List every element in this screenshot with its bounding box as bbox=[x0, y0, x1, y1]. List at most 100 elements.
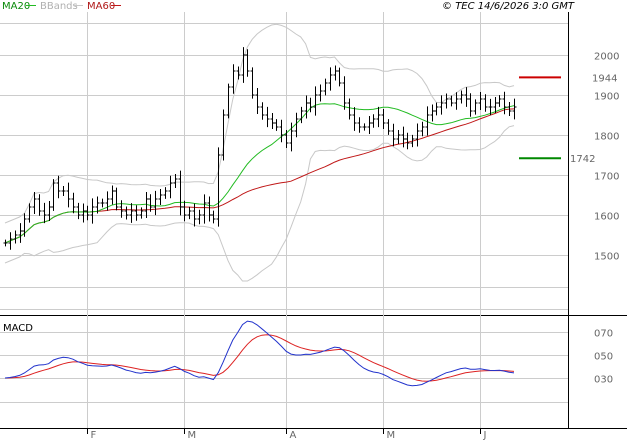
price-bar bbox=[454, 92, 459, 110]
price-bar bbox=[371, 114, 376, 128]
price-bar bbox=[367, 116, 372, 134]
price-bar bbox=[274, 119, 279, 131]
price-bar bbox=[464, 87, 469, 107]
price-bar bbox=[85, 205, 90, 221]
price-bars bbox=[3, 47, 517, 250]
price-bar bbox=[245, 49, 250, 77]
price-bar bbox=[430, 104, 435, 122]
price-bar bbox=[124, 206, 129, 220]
macd-tick-30: 030 bbox=[594, 375, 613, 386]
moving-averages bbox=[4, 103, 515, 244]
price-bar bbox=[95, 196, 100, 214]
macd-lines bbox=[4, 320, 515, 387]
month-gridlines bbox=[87, 12, 481, 428]
x-label-M: M bbox=[387, 430, 396, 440]
x-label-J: J bbox=[483, 430, 487, 440]
price-bar bbox=[478, 92, 483, 110]
price-bar bbox=[81, 203, 86, 223]
price-bar bbox=[158, 189, 163, 205]
macd-tick-50: 050 bbox=[594, 352, 613, 363]
bollinger-lower-line bbox=[4, 125, 515, 282]
price-bar bbox=[468, 93, 473, 117]
price-bar bbox=[153, 190, 158, 216]
price-bar bbox=[313, 86, 318, 116]
price-bar bbox=[202, 194, 207, 224]
price-bar bbox=[459, 90, 464, 104]
price-bar bbox=[391, 123, 396, 147]
price-bar bbox=[197, 209, 202, 225]
price-bar bbox=[250, 67, 255, 99]
legend-ma20: MA20 bbox=[2, 1, 30, 12]
price-bar bbox=[323, 78, 328, 96]
price-bar bbox=[13, 230, 18, 244]
price-bar bbox=[139, 207, 144, 219]
price-bar bbox=[401, 126, 406, 148]
price-bar bbox=[192, 203, 197, 227]
price-bar bbox=[18, 223, 23, 243]
price-bar bbox=[216, 147, 221, 227]
price-bar bbox=[483, 94, 488, 112]
macd-gridlines bbox=[0, 309, 568, 403]
price-bar bbox=[255, 88, 260, 114]
price-bar bbox=[76, 202, 81, 220]
y-tick-1800: 1800 bbox=[594, 132, 619, 143]
price-bar bbox=[420, 121, 425, 137]
price-bar bbox=[27, 203, 32, 223]
x-label-A: A bbox=[290, 430, 297, 440]
price-bar bbox=[22, 213, 27, 237]
price-bar bbox=[425, 106, 430, 136]
price-bar bbox=[226, 83, 231, 119]
price-bar bbox=[260, 102, 265, 120]
macd-line bbox=[4, 320, 515, 387]
price-bar bbox=[61, 185, 66, 197]
price-bar bbox=[357, 117, 362, 133]
legend-ma60: MA60 bbox=[87, 1, 115, 12]
price-bar bbox=[386, 119, 391, 135]
price-bar bbox=[449, 95, 454, 107]
price-bar bbox=[434, 102, 439, 116]
price-bar bbox=[347, 98, 352, 120]
price-bar bbox=[47, 201, 52, 221]
y-axis-labels: 1500 1600 1700 1800 1900 2000 030 050 070 bbox=[594, 52, 619, 386]
macd-panel-title: MACD bbox=[3, 323, 33, 334]
price-bar bbox=[337, 67, 342, 87]
price-bar bbox=[56, 175, 61, 199]
price-bar bbox=[284, 129, 289, 149]
price-bar bbox=[173, 173, 178, 189]
price-bar bbox=[37, 194, 42, 216]
price-bar bbox=[410, 134, 415, 148]
price-bar bbox=[493, 97, 498, 113]
price-bar bbox=[328, 67, 333, 91]
x-label-F: F bbox=[91, 430, 97, 440]
price-bar bbox=[148, 194, 153, 212]
price-bar bbox=[114, 187, 119, 211]
price-bar bbox=[100, 198, 105, 208]
resistance-label: 1944 bbox=[592, 73, 617, 84]
legend-bbands: BBands bbox=[40, 1, 78, 12]
y-tick-1700: 1700 bbox=[594, 172, 619, 183]
copyright-notice: © TEC 14/6/2026 3:0 GMT bbox=[442, 1, 575, 12]
price-bar bbox=[90, 198, 95, 224]
price-bar bbox=[512, 98, 517, 120]
price-bar bbox=[279, 119, 284, 143]
price-bar bbox=[134, 205, 139, 221]
price-bar bbox=[270, 113, 275, 129]
price-bar bbox=[396, 129, 401, 145]
price-bar bbox=[299, 106, 304, 124]
bollinger-bands bbox=[4, 23, 515, 282]
legend: MA20 BBands MA60 bbox=[2, 1, 121, 12]
price-bar bbox=[32, 192, 37, 214]
price-bar bbox=[129, 203, 134, 223]
price-bar bbox=[497, 95, 502, 107]
price-bar bbox=[342, 76, 347, 110]
price-bar bbox=[376, 106, 381, 128]
price-bar bbox=[265, 106, 270, 128]
price-bar bbox=[415, 123, 420, 147]
y-tick-1500: 1500 bbox=[594, 252, 619, 263]
price-bar bbox=[241, 47, 246, 83]
price-bar bbox=[51, 179, 56, 211]
price-bar bbox=[473, 99, 478, 115]
macd-signal-line bbox=[4, 334, 515, 382]
price-bar bbox=[221, 109, 226, 161]
